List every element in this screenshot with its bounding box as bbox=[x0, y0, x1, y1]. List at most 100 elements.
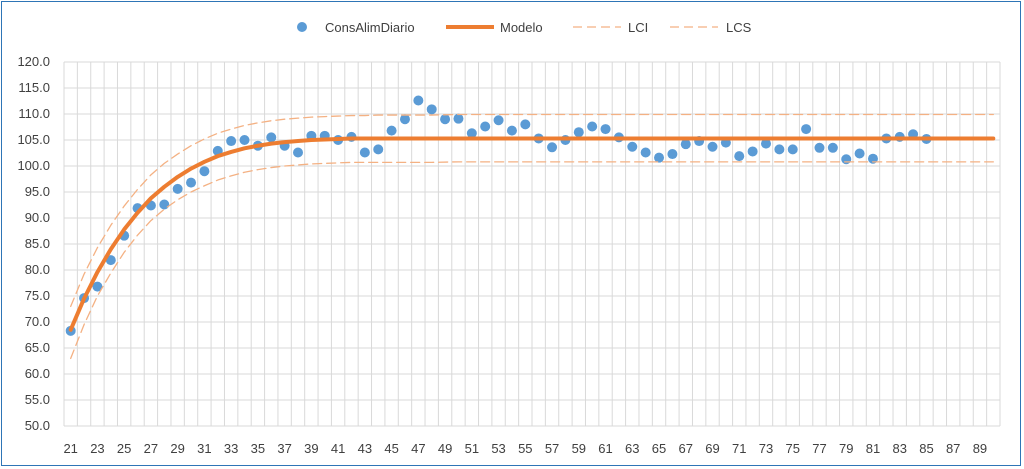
data-point bbox=[399, 114, 410, 125]
x-tick-label: 31 bbox=[197, 441, 211, 456]
data-point bbox=[587, 121, 598, 132]
x-tick-label: 21 bbox=[63, 441, 77, 456]
data-point bbox=[654, 152, 665, 163]
legend-label-lcs: LCS bbox=[726, 20, 752, 35]
x-tick-label: 83 bbox=[892, 441, 906, 456]
series-line-lci bbox=[70, 161, 994, 360]
data-point bbox=[801, 124, 812, 135]
series bbox=[65, 95, 996, 360]
data-point bbox=[841, 154, 852, 165]
x-tick-label: 49 bbox=[438, 441, 452, 456]
y-tick-label: 65.0 bbox=[25, 340, 50, 355]
y-tick-label: 70.0 bbox=[25, 314, 50, 329]
x-tick-label: 23 bbox=[90, 441, 104, 456]
y-tick-label: 95.0 bbox=[25, 184, 50, 199]
x-tick-label: 51 bbox=[465, 441, 479, 456]
x-tick-label: 35 bbox=[251, 441, 265, 456]
data-point bbox=[493, 115, 504, 126]
legend-label-lci: LCI bbox=[628, 20, 648, 35]
y-tick-label: 85.0 bbox=[25, 236, 50, 251]
data-point bbox=[386, 125, 397, 136]
x-tick-label: 33 bbox=[224, 441, 238, 456]
data-point bbox=[239, 135, 250, 145]
y-tick-label: 120.0 bbox=[17, 54, 50, 69]
x-tick-label: 29 bbox=[170, 441, 184, 456]
y-tick-label: 100.0 bbox=[17, 158, 50, 173]
x-tick-label: 43 bbox=[358, 441, 372, 456]
data-point bbox=[506, 125, 517, 136]
data-point bbox=[774, 144, 785, 155]
x-tick-label: 81 bbox=[866, 441, 880, 456]
data-point bbox=[707, 141, 718, 152]
x-tick-label: 75 bbox=[786, 441, 800, 456]
data-point bbox=[600, 124, 611, 135]
y-tick-label: 80.0 bbox=[25, 262, 50, 277]
data-point bbox=[373, 144, 384, 155]
x-tick-label: 67 bbox=[679, 441, 693, 456]
x-tick-label: 27 bbox=[144, 441, 158, 456]
data-point bbox=[761, 138, 771, 149]
x-tick-label: 63 bbox=[625, 441, 639, 456]
axes: 50.0 55.0 60.0 65.0 70.0 75.0 80.0 85.0 90.0 95.0… bbox=[17, 54, 987, 456]
x-tick-label: 45 bbox=[384, 441, 398, 456]
y-tick-label: 50.0 bbox=[25, 418, 50, 433]
data-point bbox=[92, 281, 103, 292]
y-tick-label: 60.0 bbox=[25, 366, 50, 381]
x-tick-label: 71 bbox=[732, 441, 746, 456]
data-point bbox=[266, 132, 277, 143]
x-tick-label: 39 bbox=[304, 441, 318, 456]
x-tick-label: 37 bbox=[277, 441, 291, 456]
data-point bbox=[680, 139, 691, 150]
data-point bbox=[293, 147, 303, 158]
x-tick-label: 87 bbox=[946, 441, 960, 456]
data-point bbox=[667, 149, 678, 160]
data-point bbox=[105, 255, 116, 266]
x-tick-label: 79 bbox=[839, 441, 853, 456]
data-point bbox=[480, 121, 491, 132]
legend-marker-consalimdiario bbox=[297, 22, 307, 32]
data-point bbox=[854, 148, 865, 159]
data-point bbox=[627, 141, 638, 152]
legend-label-modelo: Modelo bbox=[500, 20, 543, 35]
x-tick-label: 61 bbox=[598, 441, 612, 456]
x-tick-label: 55 bbox=[518, 441, 532, 456]
legend: ConsAlimDiario Modelo LCI LCS bbox=[297, 20, 752, 35]
x-tick-label: 41 bbox=[331, 441, 345, 456]
data-point bbox=[426, 104, 437, 115]
x-tick-label: 69 bbox=[705, 441, 719, 456]
data-point bbox=[734, 151, 745, 162]
data-point bbox=[172, 183, 183, 194]
data-point bbox=[199, 166, 210, 177]
data-point bbox=[359, 147, 370, 158]
data-point bbox=[814, 142, 825, 153]
x-tick-label: 65 bbox=[652, 441, 666, 456]
data-point bbox=[186, 177, 197, 188]
x-tick-label: 89 bbox=[973, 441, 987, 456]
data-point bbox=[573, 127, 584, 138]
grid bbox=[63, 61, 1001, 427]
data-point bbox=[520, 119, 531, 130]
legend-label-consalimdiario: ConsAlimDiario bbox=[325, 20, 415, 35]
data-point bbox=[747, 146, 758, 157]
x-tick-label: 59 bbox=[572, 441, 586, 456]
data-point bbox=[827, 142, 838, 153]
y-tick-label: 55.0 bbox=[25, 392, 50, 407]
data-point bbox=[466, 128, 477, 139]
data-point bbox=[159, 199, 170, 210]
data-point bbox=[787, 144, 798, 155]
y-tick-label: 105.0 bbox=[17, 132, 50, 147]
y-tick-label: 90.0 bbox=[25, 210, 50, 225]
data-point bbox=[453, 113, 464, 124]
x-tick-label: 25 bbox=[117, 441, 131, 456]
data-point bbox=[413, 95, 424, 106]
x-tick-label: 47 bbox=[411, 441, 425, 456]
data-point bbox=[547, 142, 558, 153]
series-line-modelo bbox=[68, 136, 996, 332]
x-tick-label: 73 bbox=[759, 441, 773, 456]
data-point bbox=[440, 114, 451, 125]
y-tick-label: 110.0 bbox=[18, 106, 50, 121]
x-tick-label: 53 bbox=[491, 441, 505, 456]
series-line-lcs bbox=[70, 113, 994, 308]
x-tick-label: 85 bbox=[919, 441, 933, 456]
